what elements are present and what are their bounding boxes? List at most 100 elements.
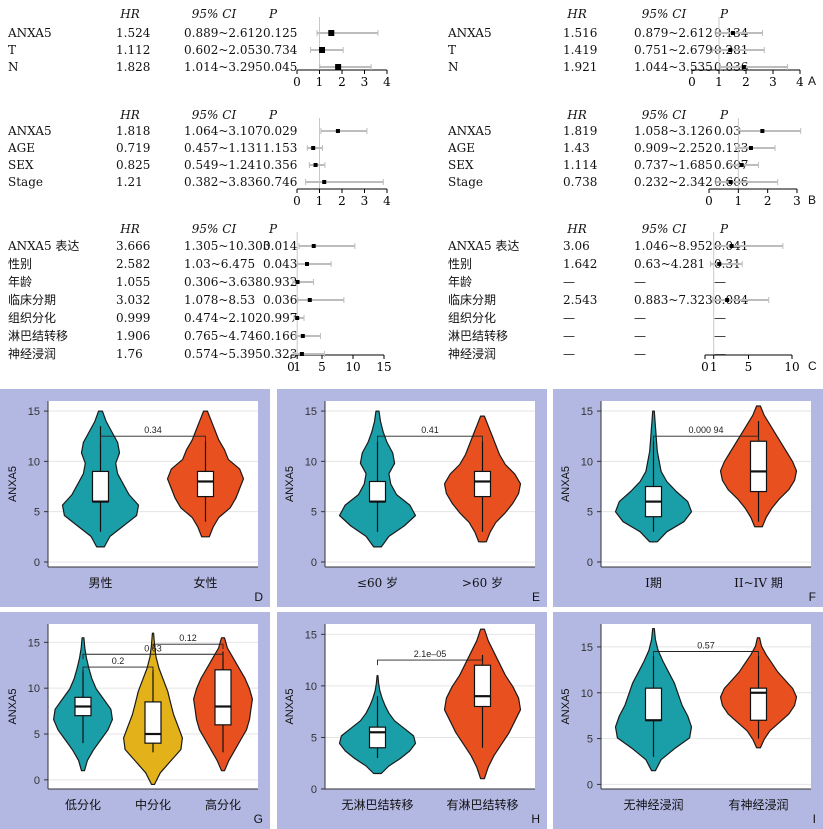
x-tick-label: 5 [745, 360, 753, 374]
violin-svg: 0 5 10 15 ANXA5 ≤60 岁 >60 岁 0.41 E [284, 401, 540, 604]
y-tick-label: 15 [305, 406, 317, 418]
forest-plot-b-left: HR 95% CI P ANXA5 1.818 1.064~3.107 0.029 AGE 0.… [0, 0, 410, 210]
significance-bracket [653, 435, 759, 442]
violin-panel-f: 0 5 10 15 ANXA5 I期 II~IV 期 0.000 94 F [553, 389, 823, 607]
hr-point [760, 129, 765, 133]
row-ci-value: 0.879~2.612 [634, 26, 713, 40]
x-tick-label: 0 [293, 194, 301, 208]
x-tick-label: 4 [383, 75, 391, 89]
col-header-ci: 95% CI [641, 7, 687, 21]
hr-point [728, 48, 733, 52]
y-tick-label: 15 [305, 629, 317, 641]
p-value-label: 0.12 [179, 633, 197, 643]
box-iqr [144, 701, 162, 744]
x-category-label: 中分化 [135, 797, 171, 812]
col-header-p: P [268, 222, 278, 236]
y-tick-label: 5 [587, 734, 593, 746]
row-ci-value: 1.046~8.952 [634, 239, 713, 253]
violin-svg: 0 5 10 15 ANXA5 无神经浸润 有神经浸润 0.57 I [560, 624, 816, 826]
row-hr-value: 1.642 [563, 257, 598, 271]
significance-bracket [377, 435, 483, 442]
y-tick-label: 5 [311, 732, 317, 744]
col-header-ci: 95% CI [191, 108, 237, 122]
violin-panel-e: 0 5 10 15 ANXA5 ≤60 岁 >60 岁 0.41 E [277, 389, 547, 607]
row-ci-value: — [634, 311, 646, 325]
violin-panel-d: 0 5 10 15 ANXA5 男性 女性 0.34 D [0, 389, 270, 607]
forest-plot-area: 01 5 10 15 [287, 232, 392, 374]
row-hr-value: 1.921 [563, 60, 598, 74]
row-hr-value: 0.738 [563, 175, 598, 189]
significance-bracket [653, 651, 759, 657]
col-header-p: P [268, 7, 278, 21]
row-ci-value: 1.078~8.53 [184, 293, 256, 307]
row-hr-value: 1.524 [116, 26, 151, 40]
row-hr-value: 1.43 [563, 141, 590, 155]
box-iqr [749, 440, 768, 493]
y-tick-label: 10 [305, 456, 317, 468]
row-label: ANXA5 [448, 124, 492, 138]
box-iqr [644, 687, 663, 721]
x-tick-label: 1 [316, 194, 324, 208]
row-p-value: 0.036 [263, 293, 298, 307]
panel-letter: C [808, 359, 817, 373]
col-header-ci: 95% CI [641, 222, 687, 236]
row-p-value: 0.125 [263, 26, 298, 40]
significance-bracket [377, 659, 483, 666]
row-ci-value: 0.457~1.131 [184, 141, 263, 155]
forest-plot-area: 0 1 2 3 [705, 118, 802, 208]
row-label: N [8, 60, 19, 74]
panel-letter: D [254, 590, 263, 604]
row-hr-value: 1.819 [563, 124, 598, 138]
row-label: Stage [448, 175, 483, 189]
row-p-value: 0.03 [714, 124, 741, 138]
panel-letter: A [808, 74, 817, 88]
box-iqr [473, 664, 492, 708]
row-ci-value: 0.883~7.323 [634, 293, 713, 307]
x-tick-label: 3 [361, 75, 369, 89]
y-axis-label: ANXA5 [284, 688, 296, 724]
hr-point [335, 129, 340, 133]
row-ci-value: 1.305~10.303 [184, 239, 271, 253]
row-hr-value: — [563, 311, 575, 325]
y-tick-label: 5 [34, 507, 40, 519]
x-tick-label: 2 [338, 194, 346, 208]
row-hr-value: 0.825 [116, 158, 151, 172]
row-hr-value: — [563, 329, 575, 343]
x-tick-label: 0 [293, 75, 301, 89]
row-p-value: 0.166 [263, 329, 298, 343]
row-hr-value: 3.666 [116, 239, 151, 253]
y-tick-label: 10 [581, 456, 593, 468]
hr-point [295, 280, 300, 284]
panel-letter: B [808, 193, 817, 207]
row-p-value: 0.997 [263, 311, 298, 325]
col-header-hr: HR [567, 222, 587, 236]
row-label: ANXA5 表达 [448, 239, 520, 253]
row-hr-value: 1.76 [116, 347, 143, 361]
box-iqr [196, 470, 215, 498]
row-label: 年龄 [8, 275, 33, 289]
row-hr-value: 1.516 [563, 26, 598, 40]
box-iqr [368, 480, 387, 503]
x-tick-label: 3 [361, 194, 369, 208]
x-tick-label: 1 [316, 75, 324, 89]
p-value-label: 0.41 [421, 425, 439, 435]
row-label: 组织分化 [448, 311, 497, 325]
hr-point [319, 47, 326, 53]
hr-point [311, 146, 316, 150]
forest-plot-area: 0 1 5 10 [701, 232, 800, 374]
hr-point [322, 180, 327, 184]
row-p-value: 0.123 [714, 141, 749, 155]
y-axis-label: ANXA5 [560, 688, 572, 724]
hr-point [313, 163, 318, 167]
row-hr-value: 1.818 [116, 124, 151, 138]
y-tick-label: 5 [311, 507, 317, 519]
forest-plot-a-left: HR 95% CI P ANXA5 1.524 0.889~2.612 0.125 T 1.11… [0, 0, 410, 95]
row-ci-value: 1.03~6.475 [184, 257, 256, 271]
y-tick-label: 0 [587, 557, 593, 569]
row-hr-value: 1.906 [116, 329, 151, 343]
row-label: SEX [448, 158, 474, 172]
x-category-label: 男性 [88, 576, 112, 590]
hr-point [725, 298, 730, 302]
